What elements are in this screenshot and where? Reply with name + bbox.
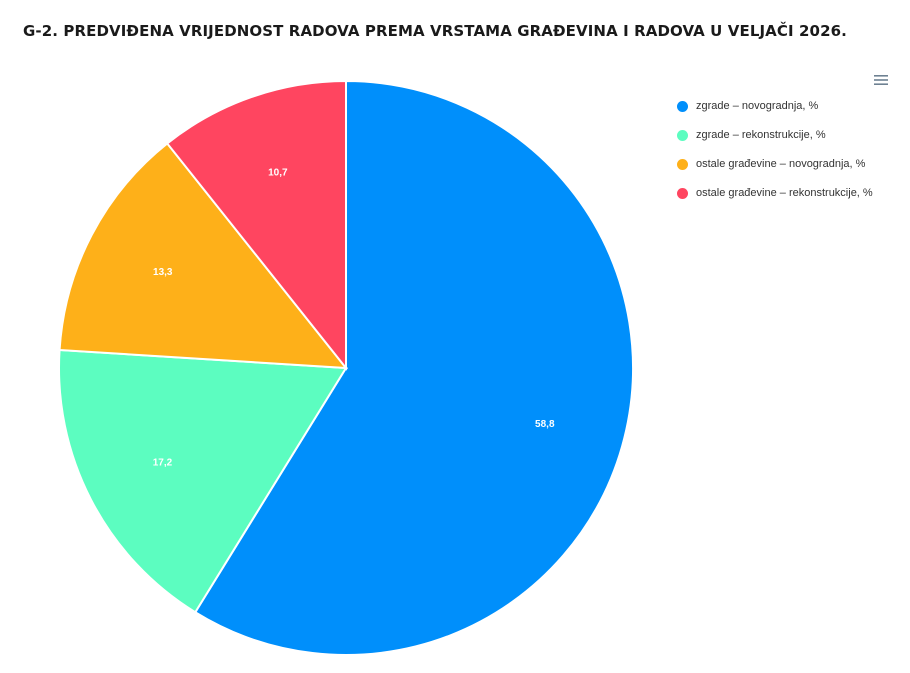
legend-label-2: zgrade – rekonstrukcije, % <box>696 129 826 141</box>
legend-item-1[interactable]: zgrade – novogradnja, % <box>677 96 873 116</box>
legend-item-3[interactable]: ostale građevine – novogradnja, % <box>677 154 873 174</box>
chart-menu-button[interactable] <box>868 70 894 90</box>
legend-marker-4 <box>677 187 688 199</box>
data-label-4: 10,7 <box>268 168 288 179</box>
pie-slice-4[interactable] <box>165 79 347 371</box>
pie-slice-1[interactable] <box>193 79 634 656</box>
data-label-2: 17,2 <box>153 458 173 469</box>
legend-item-4[interactable]: ostale građevine – rekonstrukcije, % <box>677 183 873 203</box>
hamburger-menu-icon <box>874 75 888 85</box>
legend-item-2[interactable]: zgrade – rekonstrukcije, % <box>677 125 873 145</box>
legend-marker-3 <box>677 158 688 170</box>
legend-marker-2 <box>677 129 688 141</box>
pie-slice-2[interactable] <box>58 348 348 614</box>
legend-label-3: ostale građevine – novogradnja, % <box>696 158 866 170</box>
chart-title: G-2. PREDVIĐENA VRIJEDNOST RADOVA PREMA … <box>23 22 847 40</box>
data-label-3: 13,3 <box>153 267 173 278</box>
chart-legend: zgrade – novogradnja, % zgrade – rekonstr… <box>677 96 873 212</box>
data-label-1: 58,8 <box>535 419 555 430</box>
legend-label-1: zgrade – novogradnja, % <box>696 100 819 112</box>
legend-marker-1 <box>677 100 688 112</box>
legend-label-4: ostale građevine – rekonstrukcije, % <box>696 187 873 199</box>
pie-slice-3[interactable] <box>58 142 349 370</box>
